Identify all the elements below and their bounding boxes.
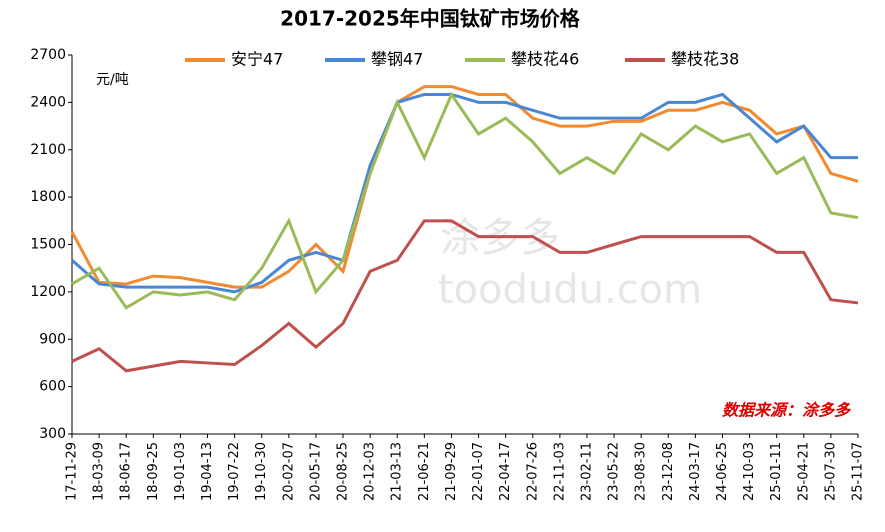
x-tick-label: 19-04-13 [200,442,215,501]
x-tick-label: 23-12-08 [661,442,676,501]
y-tick-label: 300 [39,426,66,442]
x-tick-label: 18-03-09 [92,442,107,501]
x-tick-label: 19-10-30 [254,442,269,501]
watermark: toodudu.com [438,267,702,313]
x-tick-label: 18-09-25 [146,442,161,501]
x-tick-label: 21-06-21 [417,442,432,501]
x-tick-label: 24-10-03 [742,442,757,501]
x-tick-label: 20-05-17 [308,442,323,501]
x-tick-label: 21-09-29 [444,442,459,501]
x-tick-label: 25-04-21 [796,442,811,501]
x-tick-label: 22-11-03 [552,442,567,501]
x-tick-label: 21-03-13 [390,442,405,501]
legend-label: 攀钢47 [371,50,423,69]
x-tick-label: 18-06-17 [119,442,134,501]
y-unit: 元/吨 [96,72,129,88]
x-tick-label: 20-08-25 [336,442,351,501]
y-tick-label: 2100 [30,142,66,158]
y-tick-label: 1200 [30,284,66,300]
x-tick-label: 23-05-22 [607,442,622,501]
x-tick-label: 23-02-11 [579,442,594,501]
chart-title: 2017-2025年中国钛矿市场价格 [280,7,581,31]
x-tick-label: 20-12-03 [363,442,378,501]
x-tick-label: 25-01-11 [769,442,784,501]
legend-label: 攀枝花38 [671,50,739,69]
legend-label: 攀枝花46 [511,50,579,69]
source: 数据来源：涂多多 [722,401,852,420]
series-line [71,219,859,373]
legend-label: 安宁47 [231,50,283,69]
x-tick-label: 24-03-17 [688,442,703,501]
x-tick-label: 22-04-17 [498,442,513,501]
x-tick-label: 25-11-07 [851,442,866,501]
x-tick-label: 17-11-29 [65,442,80,501]
series-line [71,91,859,310]
series-line [71,92,858,294]
y-tick-label: 600 [39,379,66,395]
x-tick-label: 22-01-07 [471,442,486,501]
x-tick-label: 19-01-03 [173,442,188,501]
x-tick-label: 25-07-30 [823,442,838,501]
series-line [70,85,859,289]
y-tick-label: 900 [39,331,66,347]
y-tick-label: 1500 [30,237,66,253]
y-tick-label: 2700 [30,47,66,63]
x-tick-label: 24-06-25 [715,442,730,501]
x-tick-label: 22-07-26 [525,442,540,501]
y-tick-label: 1800 [30,189,66,205]
x-tick-label: 19-07-22 [227,442,242,501]
x-tick-label: 23-08-30 [634,442,649,501]
y-tick-label: 2400 [30,94,66,110]
x-tick-label: 20-02-07 [281,442,296,501]
